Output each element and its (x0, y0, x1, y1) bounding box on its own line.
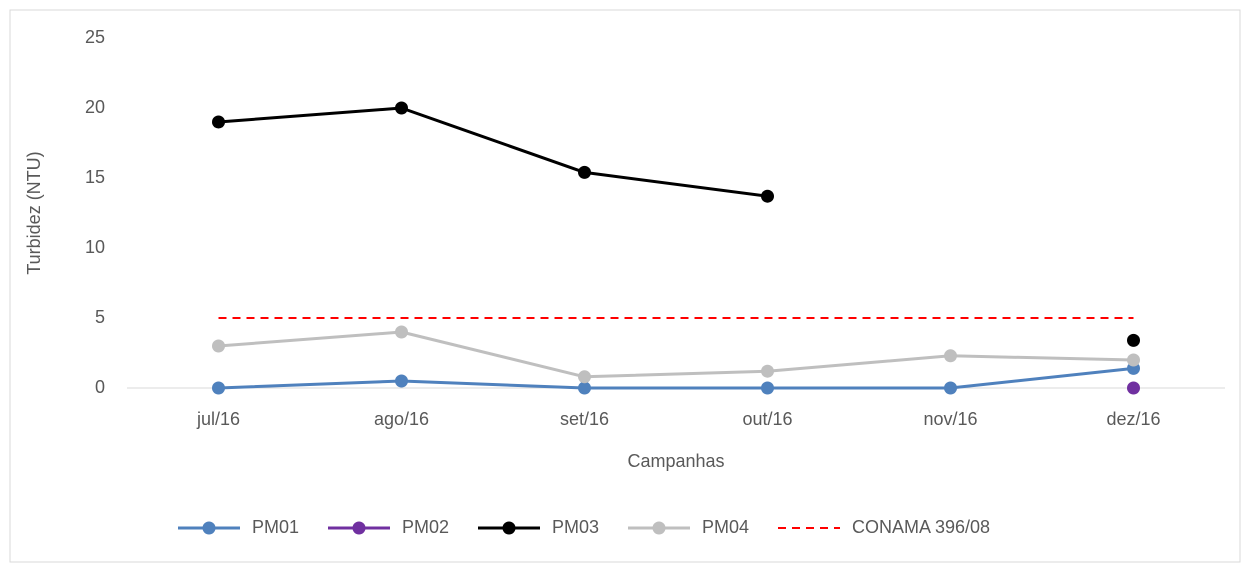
y-tick-label: 15 (85, 167, 105, 187)
series-marker (944, 381, 957, 395)
series-marker (1127, 333, 1140, 347)
series-marker (395, 101, 408, 115)
y-tick-label: 0 (95, 377, 105, 397)
x-tick-label: out/16 (742, 409, 792, 429)
y-axis-label: Turbidez (NTU) (24, 151, 44, 274)
x-tick-label: jul/16 (196, 409, 240, 429)
x-tick-label: set/16 (560, 409, 609, 429)
y-tick-label: 10 (85, 237, 105, 257)
legend-label: PM03 (552, 517, 599, 537)
y-tick-label: 5 (95, 307, 105, 327)
x-tick-label: dez/16 (1106, 409, 1160, 429)
legend-marker (202, 521, 216, 535)
y-tick-label: 25 (85, 27, 105, 47)
series-marker (395, 374, 408, 388)
x-tick-label: nov/16 (923, 409, 977, 429)
legend-label: PM04 (702, 517, 749, 537)
series-marker (212, 381, 225, 395)
series-line (218, 366, 1134, 390)
legend-marker (502, 521, 516, 535)
x-axis-label: Campanhas (627, 451, 724, 471)
legend-label: PM02 (402, 517, 449, 537)
series-marker (761, 189, 774, 203)
series-line (219, 108, 1134, 340)
series-line (218, 330, 1134, 379)
series-marker (761, 364, 774, 378)
legend-label: CONAMA 396/08 (852, 517, 990, 537)
series-marker (944, 349, 957, 363)
series-marker (578, 165, 591, 179)
series-marker (578, 381, 591, 395)
series-marker (578, 370, 591, 384)
y-tick-label: 20 (85, 97, 105, 117)
legend-marker (352, 521, 366, 535)
x-tick-label: ago/16 (374, 409, 429, 429)
legend-marker (652, 521, 666, 535)
series-marker (1127, 353, 1140, 367)
series-marker (212, 339, 225, 353)
series-marker (395, 325, 408, 339)
series-marker (761, 381, 774, 395)
series-marker (212, 115, 225, 129)
series-marker (1127, 381, 1140, 395)
chart-border (9, 9, 1241, 563)
legend-label: PM01 (252, 517, 299, 537)
